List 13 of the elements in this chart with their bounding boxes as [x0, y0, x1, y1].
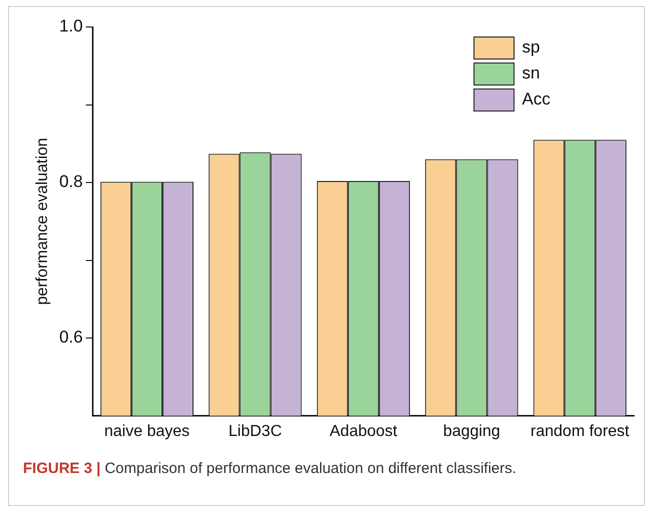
y-axis-title: performance evaluation	[34, 138, 52, 306]
y-tick-label: 0.8	[59, 172, 83, 192]
caption: FIGURE 3 | Comparison of performance evaluation on different classifiers.	[23, 460, 516, 477]
y-tick-label: 1.0	[59, 16, 83, 36]
y-tick-label: 0.6	[59, 328, 83, 347]
legend-label: sn	[522, 64, 540, 83]
x-tick-label: Adaboost	[330, 422, 398, 440]
x-tick-label: naive bayes	[104, 422, 190, 440]
legend-label: Acc	[522, 90, 551, 109]
x-tick-label: LibD3C	[228, 422, 282, 440]
x-tick-label: random forest	[530, 422, 630, 440]
legend-label: sp	[522, 38, 540, 57]
x-tick-label: bagging	[443, 422, 500, 440]
